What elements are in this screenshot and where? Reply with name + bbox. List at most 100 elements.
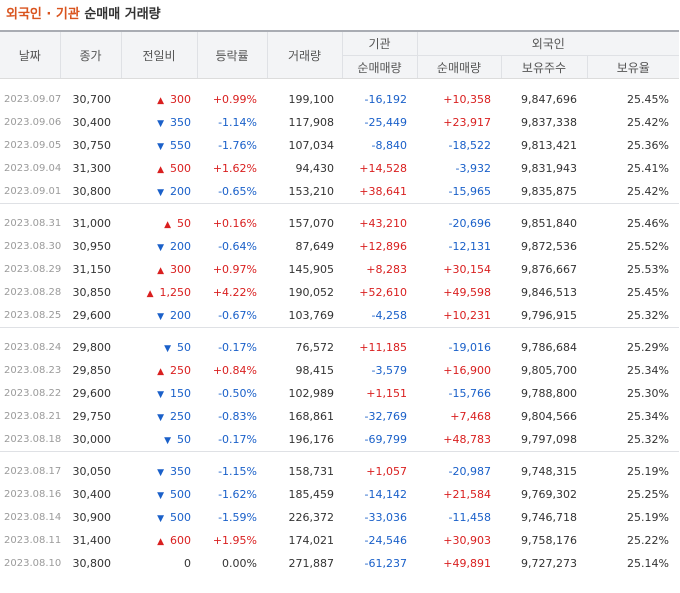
foreign-holdings-cell: 9,837,338 — [521, 116, 577, 129]
group-divider — [0, 327, 679, 336]
triangle-up-icon: ▲ — [157, 165, 164, 175]
foreign-ratio-cell: 25.42% — [627, 185, 669, 198]
foreign-holdings-cell: 9,804,566 — [521, 410, 577, 423]
foreign-ratio-cell: 25.41% — [627, 162, 669, 175]
change-cell: ▲ 600 — [121, 529, 197, 552]
header-institution: 기관 — [341, 31, 417, 56]
table-row: 2023.09.01 30,800 ▼ 200 -0.65% 153,210 +38,641… — [0, 180, 679, 204]
rate-cell: +0.99% — [212, 93, 257, 106]
date-cell: 2023.08.28 — [4, 287, 62, 298]
date-cell: 2023.08.16 — [4, 489, 62, 500]
foreign-holdings-cell: 9,797,098 — [521, 433, 577, 446]
foreign-ratio-cell: 25.32% — [627, 309, 669, 322]
change-value: 50 — [177, 341, 191, 354]
close-price-cell: 31,000 — [72, 217, 112, 230]
header-foreign-holdings: 보유주수 — [500, 55, 587, 79]
rate-cell: -0.67% — [218, 309, 257, 322]
change-cell: ▼ 200 — [121, 304, 197, 328]
volume-cell: 157,070 — [288, 217, 335, 230]
triangle-up-icon: ▲ — [157, 537, 164, 547]
close-price-cell: 30,700 — [72, 93, 112, 106]
table-row: 2023.09.05 30,750 ▼ 550 -1.76% 107,034 -8,840 -… — [0, 134, 679, 157]
close-price-cell: 30,750 — [72, 139, 112, 152]
change-value: 600 — [170, 534, 191, 547]
foreign-holdings-cell: 9,851,840 — [521, 217, 577, 230]
close-price-cell: 29,600 — [72, 309, 112, 322]
change-cell: ▼ 150 — [121, 382, 197, 405]
triangle-down-icon: ▼ — [164, 436, 171, 446]
foreign-holdings-cell: 9,746,718 — [521, 511, 577, 524]
table-row: 2023.08.30 30,950 ▼ 200 -0.64% 87,649 +12,896 -… — [0, 235, 679, 258]
institution-net-cell: +1,151 — [366, 387, 407, 400]
foreign-net-cell: -11,458 — [448, 511, 491, 524]
rate-cell: -0.17% — [218, 341, 257, 354]
change-cell: ▼ 500 — [121, 483, 197, 506]
institution-net-cell: -8,840 — [371, 139, 407, 152]
rate-cell: -1.15% — [218, 465, 257, 478]
table-row: 2023.08.22 29,600 ▼ 150 -0.50% 102,989 +1,151 -… — [0, 382, 679, 405]
foreign-ratio-cell: 25.19% — [627, 511, 669, 524]
table-row: 2023.08.23 29,850 ▲ 250 +0.84% 98,415 -3,579 +1… — [0, 359, 679, 382]
foreign-net-cell: +23,917 — [443, 116, 491, 129]
close-price-cell: 29,800 — [72, 341, 112, 354]
foreign-ratio-cell: 25.46% — [627, 217, 669, 230]
volume-cell: 196,176 — [288, 433, 335, 446]
institution-net-cell: -14,142 — [364, 488, 407, 501]
change-value: 150 — [170, 387, 191, 400]
volume-cell: 158,731 — [288, 465, 335, 478]
close-price-cell: 30,850 — [72, 286, 112, 299]
date-cell: 2023.08.25 — [4, 310, 62, 321]
header-date: 날짜 — [0, 31, 60, 79]
date-cell: 2023.08.31 — [4, 218, 62, 229]
institution-net-cell: -16,192 — [364, 93, 407, 106]
change-value: 300 — [170, 263, 191, 276]
change-cell: ▼ 500 — [121, 506, 197, 529]
title-foreign: 외국인 — [6, 7, 42, 22]
triangle-up-icon: ▲ — [157, 367, 164, 377]
header-foreign-ratio: 보유율 — [586, 55, 679, 79]
foreign-net-cell: -12,131 — [448, 240, 491, 253]
header-volume: 거래량 — [266, 31, 342, 79]
table-row: 2023.08.28 30,850 ▲ 1,250 +4.22% 190,052 +52,6… — [0, 281, 679, 304]
rate-cell: -1.14% — [218, 116, 257, 129]
group-divider — [0, 79, 679, 89]
change-value: 300 — [170, 93, 191, 106]
date-cell: 2023.08.17 — [4, 466, 62, 477]
foreign-net-cell: +49,598 — [443, 286, 491, 299]
foreign-holdings-cell: 9,847,696 — [521, 93, 577, 106]
rate-cell: -0.17% — [218, 433, 257, 446]
triangle-up-icon: ▲ — [146, 289, 154, 299]
table-row: 2023.09.04 31,300 ▲ 500 +1.62% 94,430 +14,528 -… — [0, 157, 679, 180]
foreign-ratio-cell: 25.30% — [627, 387, 669, 400]
close-price-cell: 31,300 — [72, 162, 112, 175]
volume-cell: 153,210 — [288, 185, 335, 198]
header-foreign: 외국인 — [416, 31, 679, 56]
date-cell: 2023.08.14 — [4, 512, 62, 523]
foreign-holdings-cell: 9,876,667 — [521, 263, 577, 276]
rate-cell: +4.22% — [212, 286, 257, 299]
foreign-holdings-cell: 9,727,273 — [521, 557, 577, 570]
rate-cell: -0.64% — [218, 240, 257, 253]
foreign-ratio-cell: 25.34% — [627, 410, 669, 423]
date-cell: 2023.09.06 — [4, 117, 62, 128]
change-cell: ▼ 350 — [121, 460, 197, 483]
rate-cell: -1.59% — [218, 511, 257, 524]
rate-cell: +0.16% — [212, 217, 257, 230]
institution-net-cell: +12,896 — [359, 240, 407, 253]
table-row: 2023.09.06 30,400 ▼ 350 -1.14% 117,908 -25,449… — [0, 111, 679, 134]
foreign-holdings-cell: 9,805,700 — [521, 364, 577, 377]
change-value: 250 — [170, 364, 191, 377]
change-value: 500 — [170, 162, 191, 175]
date-cell: 2023.08.29 — [4, 264, 62, 275]
foreign-net-cell: +48,783 — [443, 433, 491, 446]
institution-net-cell: +52,610 — [359, 286, 407, 299]
foreign-net-cell: +21,584 — [443, 488, 491, 501]
foreign-ratio-cell: 25.36% — [627, 139, 669, 152]
change-cell: ▲ 500 — [121, 157, 197, 180]
institution-net-cell: +11,185 — [359, 341, 407, 354]
change-value: 1,250 — [159, 286, 192, 299]
change-value: 350 — [170, 465, 191, 478]
volume-cell: 117,908 — [288, 116, 335, 129]
header-close: 종가 — [59, 31, 121, 79]
date-cell: 2023.08.10 — [4, 558, 62, 569]
